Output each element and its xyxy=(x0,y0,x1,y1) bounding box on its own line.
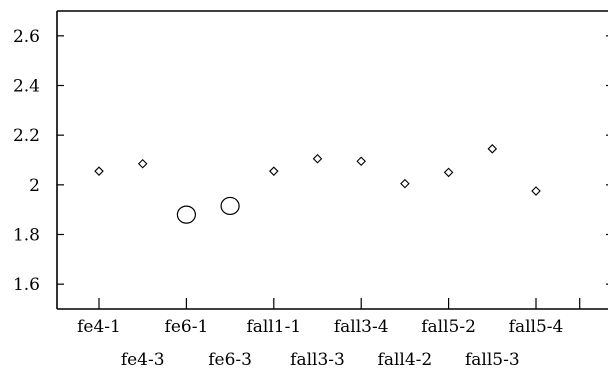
y-tick-label: 2.4 xyxy=(13,77,40,97)
data-point-circle xyxy=(176,205,196,224)
data-point-diamond xyxy=(400,178,410,189)
x-tick-label: fall5-3 xyxy=(465,350,520,370)
data-point-diamond xyxy=(269,166,279,176)
x-tick-label: fe4-3 xyxy=(121,350,165,370)
data-point-diamond xyxy=(443,167,454,178)
data-point-diamond xyxy=(94,166,104,176)
data-point-diamond xyxy=(531,186,541,196)
x-tick-label: fall3-3 xyxy=(290,350,345,370)
y-axis-ticks: 1.6 1.8 2 2.2 2.4 2.6 xyxy=(13,27,608,295)
x-tick-label: fall4-2 xyxy=(378,350,433,370)
x-tick-label: fall3-4 xyxy=(334,317,389,337)
y-tick-label: 2.2 xyxy=(13,126,40,146)
plot-axes xyxy=(56,10,608,310)
data-point-diamond xyxy=(312,153,323,164)
x-tick-label: fe4-1 xyxy=(77,317,121,337)
y-tick-label: 1.8 xyxy=(13,226,40,246)
x-tick-label: fall5-4 xyxy=(509,317,564,337)
x-tick-label: fall1-1 xyxy=(246,317,301,337)
y-tick-label: 2.6 xyxy=(13,27,40,47)
x-tick-label: fall5-2 xyxy=(421,317,476,337)
data-points xyxy=(94,144,541,224)
data-point-diamond xyxy=(137,158,148,169)
data-point-circle xyxy=(220,196,240,216)
x-tick-label: fe6-1 xyxy=(165,317,209,337)
x-tick-label: fe6-3 xyxy=(208,350,252,370)
data-point-diamond xyxy=(487,144,498,154)
data-point-diamond xyxy=(356,156,366,167)
y-tick-label: 1.6 xyxy=(13,275,40,295)
y-tick-label: 2 xyxy=(29,176,40,196)
